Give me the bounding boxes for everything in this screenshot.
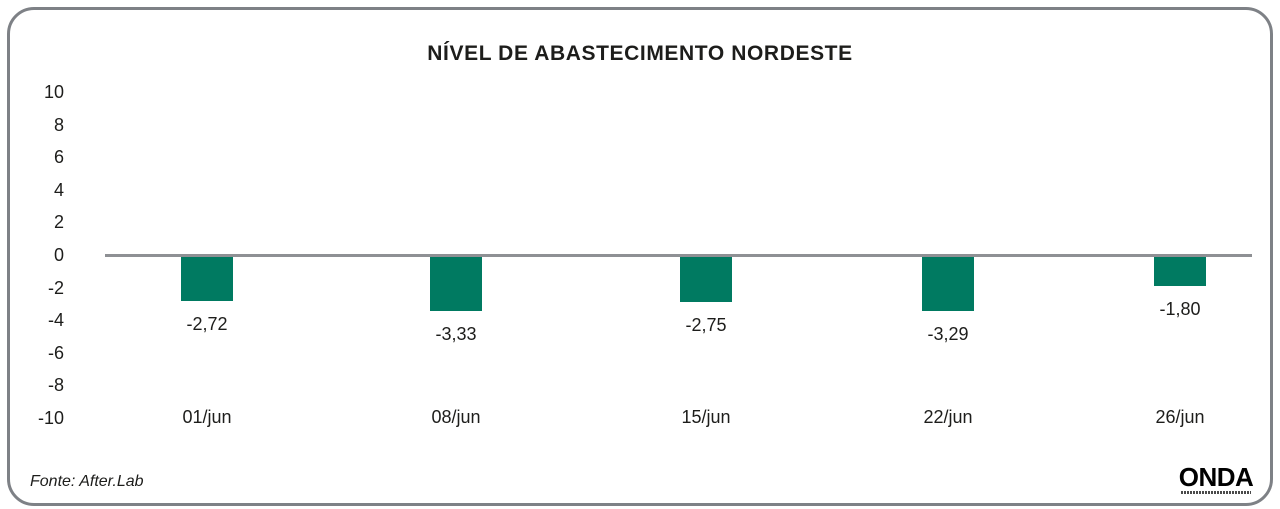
- bar-15/jun: [680, 257, 732, 302]
- y-axis-tick: 10: [43, 82, 64, 102]
- x-axis-label: 15/jun: [681, 407, 731, 427]
- x-axis-label: 26/jun: [1155, 407, 1205, 427]
- y-axis-tick: -2: [47, 277, 64, 298]
- y-axis-tick: -10: [37, 408, 64, 428]
- bar-08/jun: [430, 257, 482, 312]
- bar-value-label: -3,29: [927, 323, 969, 344]
- y-axis-tick: -4: [47, 310, 64, 331]
- y-axis-tick: 4: [53, 179, 64, 200]
- x-axis-label: 08/jun: [431, 407, 481, 427]
- y-axis-tick: -8: [47, 375, 64, 396]
- y-axis-tick: 0: [53, 245, 64, 265]
- x-axis-label: 01/jun: [182, 407, 232, 427]
- chart-title: NÍVEL DE ABASTECIMENTO NORDESTE: [427, 42, 853, 65]
- bar-value-label: -2,75: [685, 314, 727, 335]
- brand-tagline-microtext: [1181, 491, 1251, 494]
- bar-value-label: -3,33: [435, 324, 477, 345]
- y-axis-tick: 6: [53, 147, 64, 168]
- bar-value-label: -1,80: [1159, 299, 1201, 320]
- y-axis: 10 8 6 4 2 0 -2 -4 -6 -8 -10: [27, 0, 64, 509]
- brand-logo: ONDA: [1177, 464, 1255, 494]
- y-axis-tick: 8: [53, 114, 64, 135]
- source-note: Fonte: After.Lab: [30, 473, 144, 490]
- y-axis-tick: -6: [47, 342, 64, 363]
- bar-value-label: -2,72: [186, 314, 228, 335]
- bar-01/jun: [181, 257, 233, 302]
- bar-26/jun: [1154, 257, 1206, 287]
- y-axis-tick: 2: [53, 212, 64, 233]
- x-axis-label: 22/jun: [923, 407, 973, 427]
- zero-baseline: [105, 254, 1252, 257]
- bar-22/jun: [922, 257, 974, 311]
- brand-wordmark: ONDA: [1178, 462, 1254, 492]
